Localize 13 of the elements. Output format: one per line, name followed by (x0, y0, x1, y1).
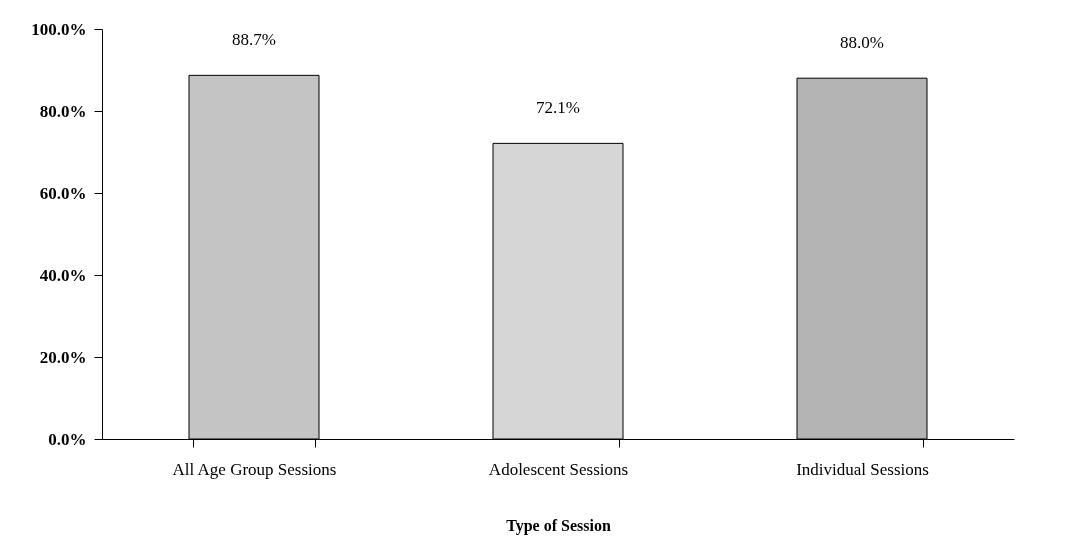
x-axis-title: Type of Session (506, 516, 611, 535)
x-tick-label: Adolescent Sessions (488, 459, 629, 479)
data-label: 72.1% (536, 98, 580, 118)
y-tick-label: 40.0% (39, 265, 87, 285)
y-tick-label: 80.0% (39, 101, 87, 121)
data-label: 88.7% (232, 30, 276, 50)
x-tick-label: Individual Sessions (796, 459, 929, 479)
y-tick-label: 0.0% (48, 429, 87, 449)
y-tick-label: 60.0% (39, 183, 87, 203)
y-tick-label: 20.0% (39, 347, 87, 367)
x-tick-label: All Age Group Sessions (172, 459, 337, 479)
y-tick-label: 100.0% (31, 19, 87, 39)
data-label: 88.0% (840, 33, 884, 53)
